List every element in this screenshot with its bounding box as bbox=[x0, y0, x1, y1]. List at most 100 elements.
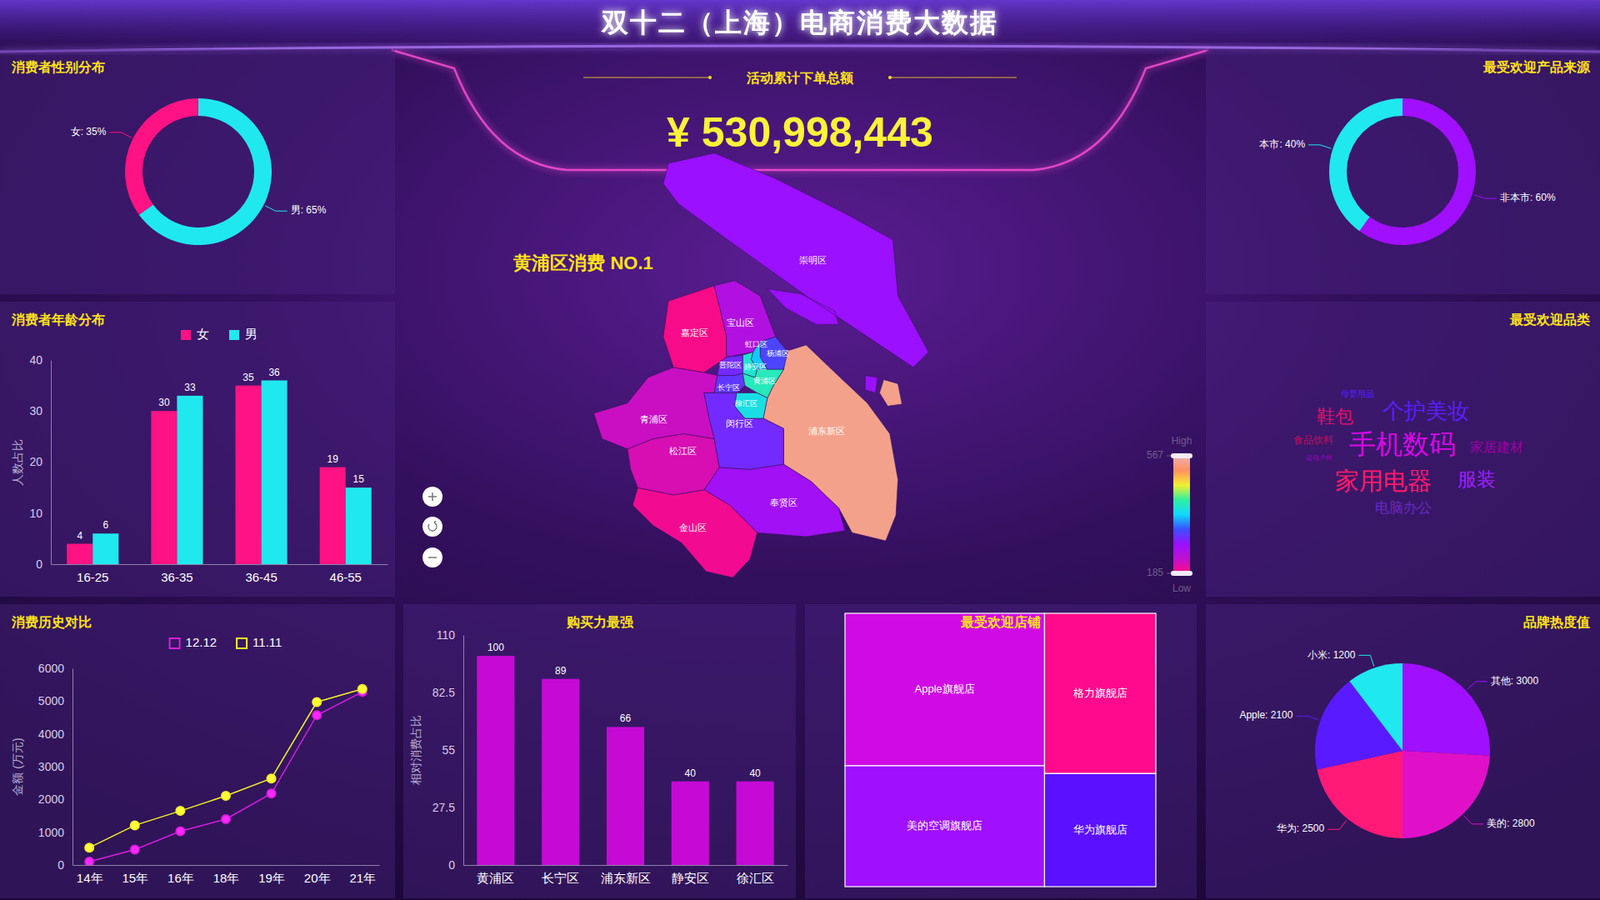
tick-label: 浦东新区 bbox=[600, 870, 651, 885]
tick: 20 bbox=[29, 455, 51, 469]
tick-label: 3000 bbox=[38, 760, 65, 774]
tick: 3000 bbox=[38, 760, 73, 774]
tick: 55 bbox=[441, 743, 464, 757]
data-label: 女: 35% bbox=[70, 125, 107, 138]
region-label: 长宁区 bbox=[717, 383, 740, 392]
zoom-button[interactable] bbox=[422, 486, 443, 507]
legend-swatch bbox=[236, 638, 247, 649]
marker bbox=[267, 789, 276, 798]
panel bbox=[403, 604, 796, 899]
map: 崇明区宝山区嘉定区杨浦区虹口区普陀区静安区长宁区黄浦区徐汇区闵行区青浦区松江区金… bbox=[594, 153, 930, 578]
legend-item: 男 bbox=[229, 326, 258, 341]
bar bbox=[345, 487, 372, 565]
axis-line bbox=[73, 865, 380, 866]
zoom-controls bbox=[422, 486, 443, 568]
tick-mark bbox=[1166, 573, 1171, 575]
color-bar-gradient bbox=[1173, 455, 1190, 574]
tick: 19年 bbox=[258, 865, 285, 885]
axis: 黄浦区长宁区浦东新区静安区徐汇区 bbox=[464, 865, 789, 885]
tick: 27.5 bbox=[432, 800, 464, 815]
data-label: 35 bbox=[242, 371, 255, 384]
legend: 12.1211.11 bbox=[170, 635, 283, 650]
icon-plus[interactable] bbox=[428, 492, 437, 501]
tick: 2000 bbox=[38, 792, 73, 806]
region-label: 崇明区 bbox=[799, 255, 827, 265]
region bbox=[594, 367, 718, 450]
word: 家居建材 bbox=[1470, 440, 1524, 455]
treemap: Apple旗舰店美的空调旗舰店格力旗舰店华为旗舰店最受欢迎店铺 bbox=[845, 613, 1156, 887]
axis-line bbox=[464, 865, 789, 866]
tick: 21年 bbox=[349, 865, 376, 885]
slice bbox=[1329, 98, 1403, 231]
tick-label: 21年 bbox=[349, 870, 376, 885]
marker bbox=[312, 710, 321, 720]
marker bbox=[130, 845, 140, 855]
button-bg[interactable] bbox=[422, 516, 443, 537]
icon-reset[interactable] bbox=[428, 520, 437, 531]
tick-label: 27.5 bbox=[432, 800, 455, 815]
bar bbox=[736, 781, 775, 865]
data-label: 非本市: 60% bbox=[1500, 191, 1556, 204]
dashboard: 消费者性别分布最受欢迎产品来源消费者年龄分布最受欢迎品类消费历史对比购买力最强品… bbox=[0, 0, 1600, 900]
kpi-dot bbox=[708, 75, 712, 80]
tick: 40 bbox=[29, 353, 51, 367]
button-bg[interactable] bbox=[422, 486, 443, 507]
panel bbox=[0, 604, 395, 899]
tick-label: 36-35 bbox=[160, 570, 193, 585]
legend-swatch bbox=[180, 330, 191, 340]
tick: 5000 bbox=[38, 694, 73, 708]
tick-label: 0 bbox=[35, 557, 43, 571]
slice bbox=[1402, 663, 1490, 756]
tick-label: 16年 bbox=[167, 870, 195, 885]
tick-label: 19年 bbox=[258, 870, 285, 885]
marker bbox=[130, 820, 140, 830]
region-label: 杨浦区 bbox=[765, 349, 790, 358]
marker bbox=[85, 843, 94, 852]
tick-label: 5000 bbox=[38, 694, 65, 708]
tick-label: 0 bbox=[57, 858, 65, 872]
marker bbox=[221, 815, 230, 824]
tick: 10 bbox=[29, 506, 51, 520]
tick-label: 黄浦区 bbox=[476, 870, 515, 885]
tick: 黄浦区 bbox=[476, 865, 515, 885]
region bbox=[717, 355, 744, 375]
zoom-button[interactable] bbox=[422, 547, 443, 568]
leader-line bbox=[109, 132, 131, 138]
legend-label: 12.12 bbox=[185, 635, 218, 650]
region bbox=[704, 392, 785, 470]
tick: 36-35 bbox=[160, 564, 193, 585]
tick: 静安区 bbox=[671, 865, 710, 885]
axis-line bbox=[72, 669, 74, 866]
tick-label: 徐汇区 bbox=[736, 870, 775, 885]
data-label: 36 bbox=[268, 366, 280, 379]
marker bbox=[358, 685, 367, 694]
leader-line bbox=[1327, 820, 1347, 830]
data-label: 6 bbox=[102, 519, 109, 531]
region bbox=[632, 487, 757, 578]
series-line bbox=[89, 689, 363, 848]
word: 鞋包 bbox=[1316, 406, 1354, 427]
marker bbox=[221, 791, 230, 800]
tick-label: 55 bbox=[441, 743, 455, 757]
button-bg[interactable] bbox=[422, 547, 443, 568]
icon-minus[interactable] bbox=[428, 556, 437, 559]
slice bbox=[1349, 663, 1403, 751]
marker bbox=[175, 806, 185, 815]
bar bbox=[176, 395, 203, 565]
region-label: 嘉定区 bbox=[680, 327, 709, 338]
data-label: 33 bbox=[184, 381, 196, 394]
region bbox=[714, 373, 745, 393]
zoom-button[interactable] bbox=[422, 516, 443, 537]
cell-label: 格力旗舰店 bbox=[1072, 686, 1128, 700]
panel bbox=[1205, 604, 1600, 899]
plot-area bbox=[476, 655, 774, 865]
data-label: 本市: 40% bbox=[1259, 138, 1305, 150]
color-bar: 185567HighLow bbox=[1146, 435, 1193, 595]
donut-chart: 非本市: 60% 本市: 40% bbox=[1259, 98, 1556, 245]
tick: 30 bbox=[29, 404, 51, 418]
marker bbox=[267, 774, 276, 783]
legend-item: 12.12 bbox=[170, 635, 218, 650]
region-label: 青浦区 bbox=[640, 414, 668, 425]
region-label: 静安区 bbox=[744, 362, 767, 371]
leader-line bbox=[1308, 145, 1331, 149]
